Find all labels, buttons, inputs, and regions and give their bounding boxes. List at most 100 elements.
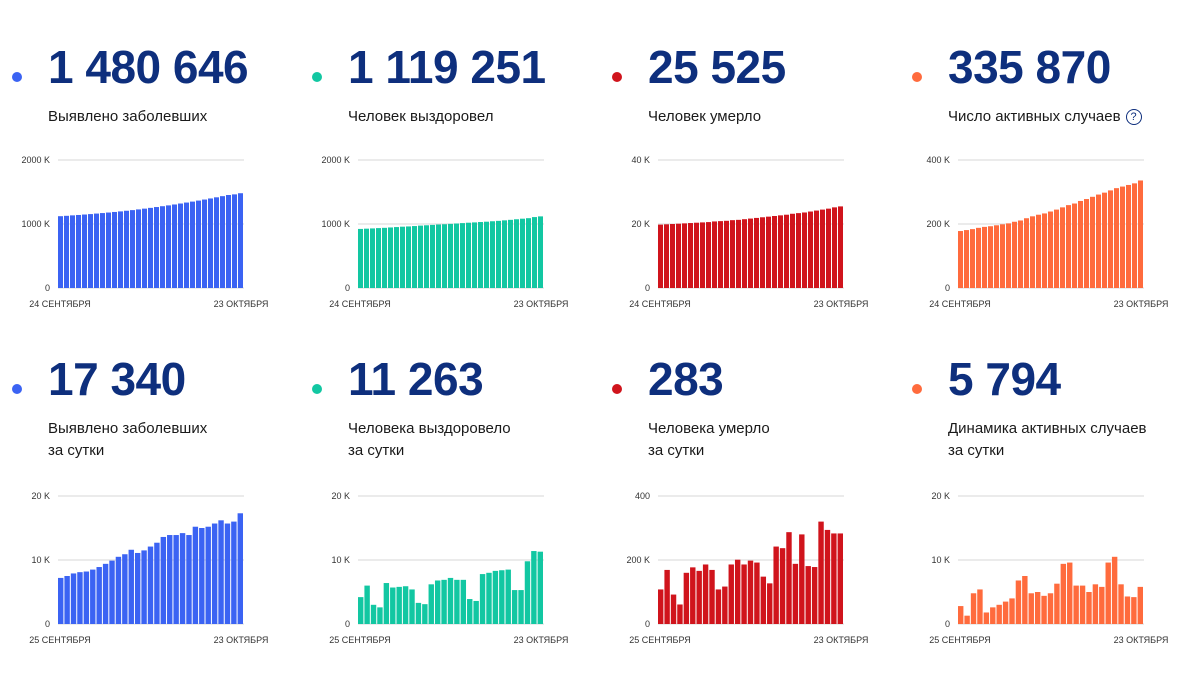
bar xyxy=(818,521,824,624)
bar xyxy=(205,526,211,624)
stat-card: 17 340 Выявлено заболевших за сутки 0 10 K 20… xyxy=(0,356,290,676)
y-tick-label: 1000 K xyxy=(21,219,50,229)
y-tick-label: 400 K xyxy=(926,155,950,165)
stat-label-line1: Выявлено заболевших xyxy=(48,108,208,125)
bar xyxy=(1137,586,1143,624)
bar xyxy=(415,602,422,624)
bar xyxy=(160,206,165,288)
x-tick-label-end: 23 ОКТЯБРЯ xyxy=(214,635,269,645)
bar xyxy=(964,615,970,624)
bar xyxy=(1024,218,1029,288)
bar xyxy=(1000,224,1005,288)
bar xyxy=(1090,196,1095,288)
bar xyxy=(754,562,760,624)
bar xyxy=(394,227,399,288)
stat-value: 1 480 646 xyxy=(48,41,249,93)
bar xyxy=(772,216,777,288)
bar xyxy=(702,564,709,624)
bar xyxy=(184,202,189,288)
bar xyxy=(792,563,799,624)
bar xyxy=(479,574,486,624)
bar xyxy=(718,221,723,288)
bar xyxy=(472,222,477,288)
series-dot xyxy=(612,384,622,394)
bar-chart: 0 10 K 20 K 25 СЕНТЯБРЯ 23 ОКТЯБРЯ xyxy=(29,491,269,645)
bar xyxy=(1111,556,1118,624)
stat-card: 11 263 Человека выздоровело за сутки 0 10 K 2… xyxy=(300,356,590,676)
bar xyxy=(178,203,183,288)
bar xyxy=(814,210,819,288)
bar xyxy=(790,213,795,288)
bar xyxy=(508,219,513,288)
bar xyxy=(1042,213,1047,288)
bar xyxy=(424,225,429,288)
stat-label: Человек умерло xyxy=(648,106,761,128)
bar xyxy=(358,597,364,624)
bar xyxy=(773,546,779,624)
bar xyxy=(237,513,243,624)
bar xyxy=(796,213,801,288)
bar xyxy=(820,209,825,288)
bar xyxy=(220,196,225,288)
bar xyxy=(64,576,70,624)
bar xyxy=(192,526,199,624)
bar xyxy=(1138,180,1143,288)
stat-label-line1: Человек умерло xyxy=(648,108,762,125)
y-tick-label: 200 K xyxy=(626,555,650,565)
bar xyxy=(402,586,409,624)
bar xyxy=(994,225,999,288)
bar xyxy=(1009,598,1015,624)
stat-label: Выявлено заболевших за сутки xyxy=(48,418,207,462)
bar xyxy=(538,216,543,288)
bar xyxy=(96,567,102,624)
y-tick-label: 40 K xyxy=(631,155,650,165)
bar xyxy=(712,221,717,288)
bar xyxy=(238,193,243,288)
bar xyxy=(112,211,117,288)
stat-label: Человека умерло за сутки xyxy=(648,418,770,462)
bar xyxy=(736,219,741,288)
bar xyxy=(1048,211,1053,288)
stat-label-line1: Человека выздоровело xyxy=(348,420,511,437)
stat-label-line2: за сутки xyxy=(48,442,105,459)
bar xyxy=(109,560,115,624)
help-icon[interactable]: ? xyxy=(1125,109,1142,125)
bar xyxy=(505,569,511,624)
bar xyxy=(1102,192,1107,288)
bar xyxy=(1047,593,1054,624)
stat-label: Выявлено заболевших xyxy=(48,106,207,128)
bar xyxy=(1072,203,1077,288)
series-dot xyxy=(912,72,922,82)
bar xyxy=(106,212,111,288)
y-tick-label: 10 K xyxy=(31,555,50,565)
stat-card: 283 Человека умерло за сутки 0 200 K 400 25 СЕ… xyxy=(600,356,890,676)
bar xyxy=(383,583,390,624)
bar xyxy=(430,224,435,288)
bar xyxy=(202,199,207,288)
stat-value: 283 xyxy=(648,353,724,405)
bar xyxy=(1002,601,1009,624)
bar xyxy=(466,222,471,288)
bar xyxy=(58,216,63,288)
bar xyxy=(447,577,454,624)
bar xyxy=(88,214,93,288)
bar xyxy=(502,220,507,288)
bar xyxy=(760,217,765,288)
bar xyxy=(190,201,195,288)
stat-value: 335 870 xyxy=(948,41,1111,93)
bar xyxy=(179,533,186,624)
y-tick-label: 0 xyxy=(345,619,350,629)
stat-label-line2: за сутки xyxy=(348,442,405,459)
bar-chart: 0 200 K 400 K 24 СЕНТЯБРЯ 23 ОКТЯБРЯ xyxy=(926,155,1168,309)
stat-value: 5 794 xyxy=(948,353,1061,405)
stat-label-line1: Человека умерло xyxy=(648,420,770,437)
y-tick-label: 2000 K xyxy=(21,155,50,165)
bar xyxy=(167,535,173,624)
bar xyxy=(677,604,683,624)
bar xyxy=(64,215,69,288)
bar xyxy=(1054,209,1059,288)
y-tick-label: 20 K xyxy=(631,219,650,229)
x-tick-label-start: 24 СЕНТЯБРЯ xyxy=(929,299,991,309)
bar xyxy=(982,226,987,288)
y-tick-label: 10 K xyxy=(331,555,350,565)
